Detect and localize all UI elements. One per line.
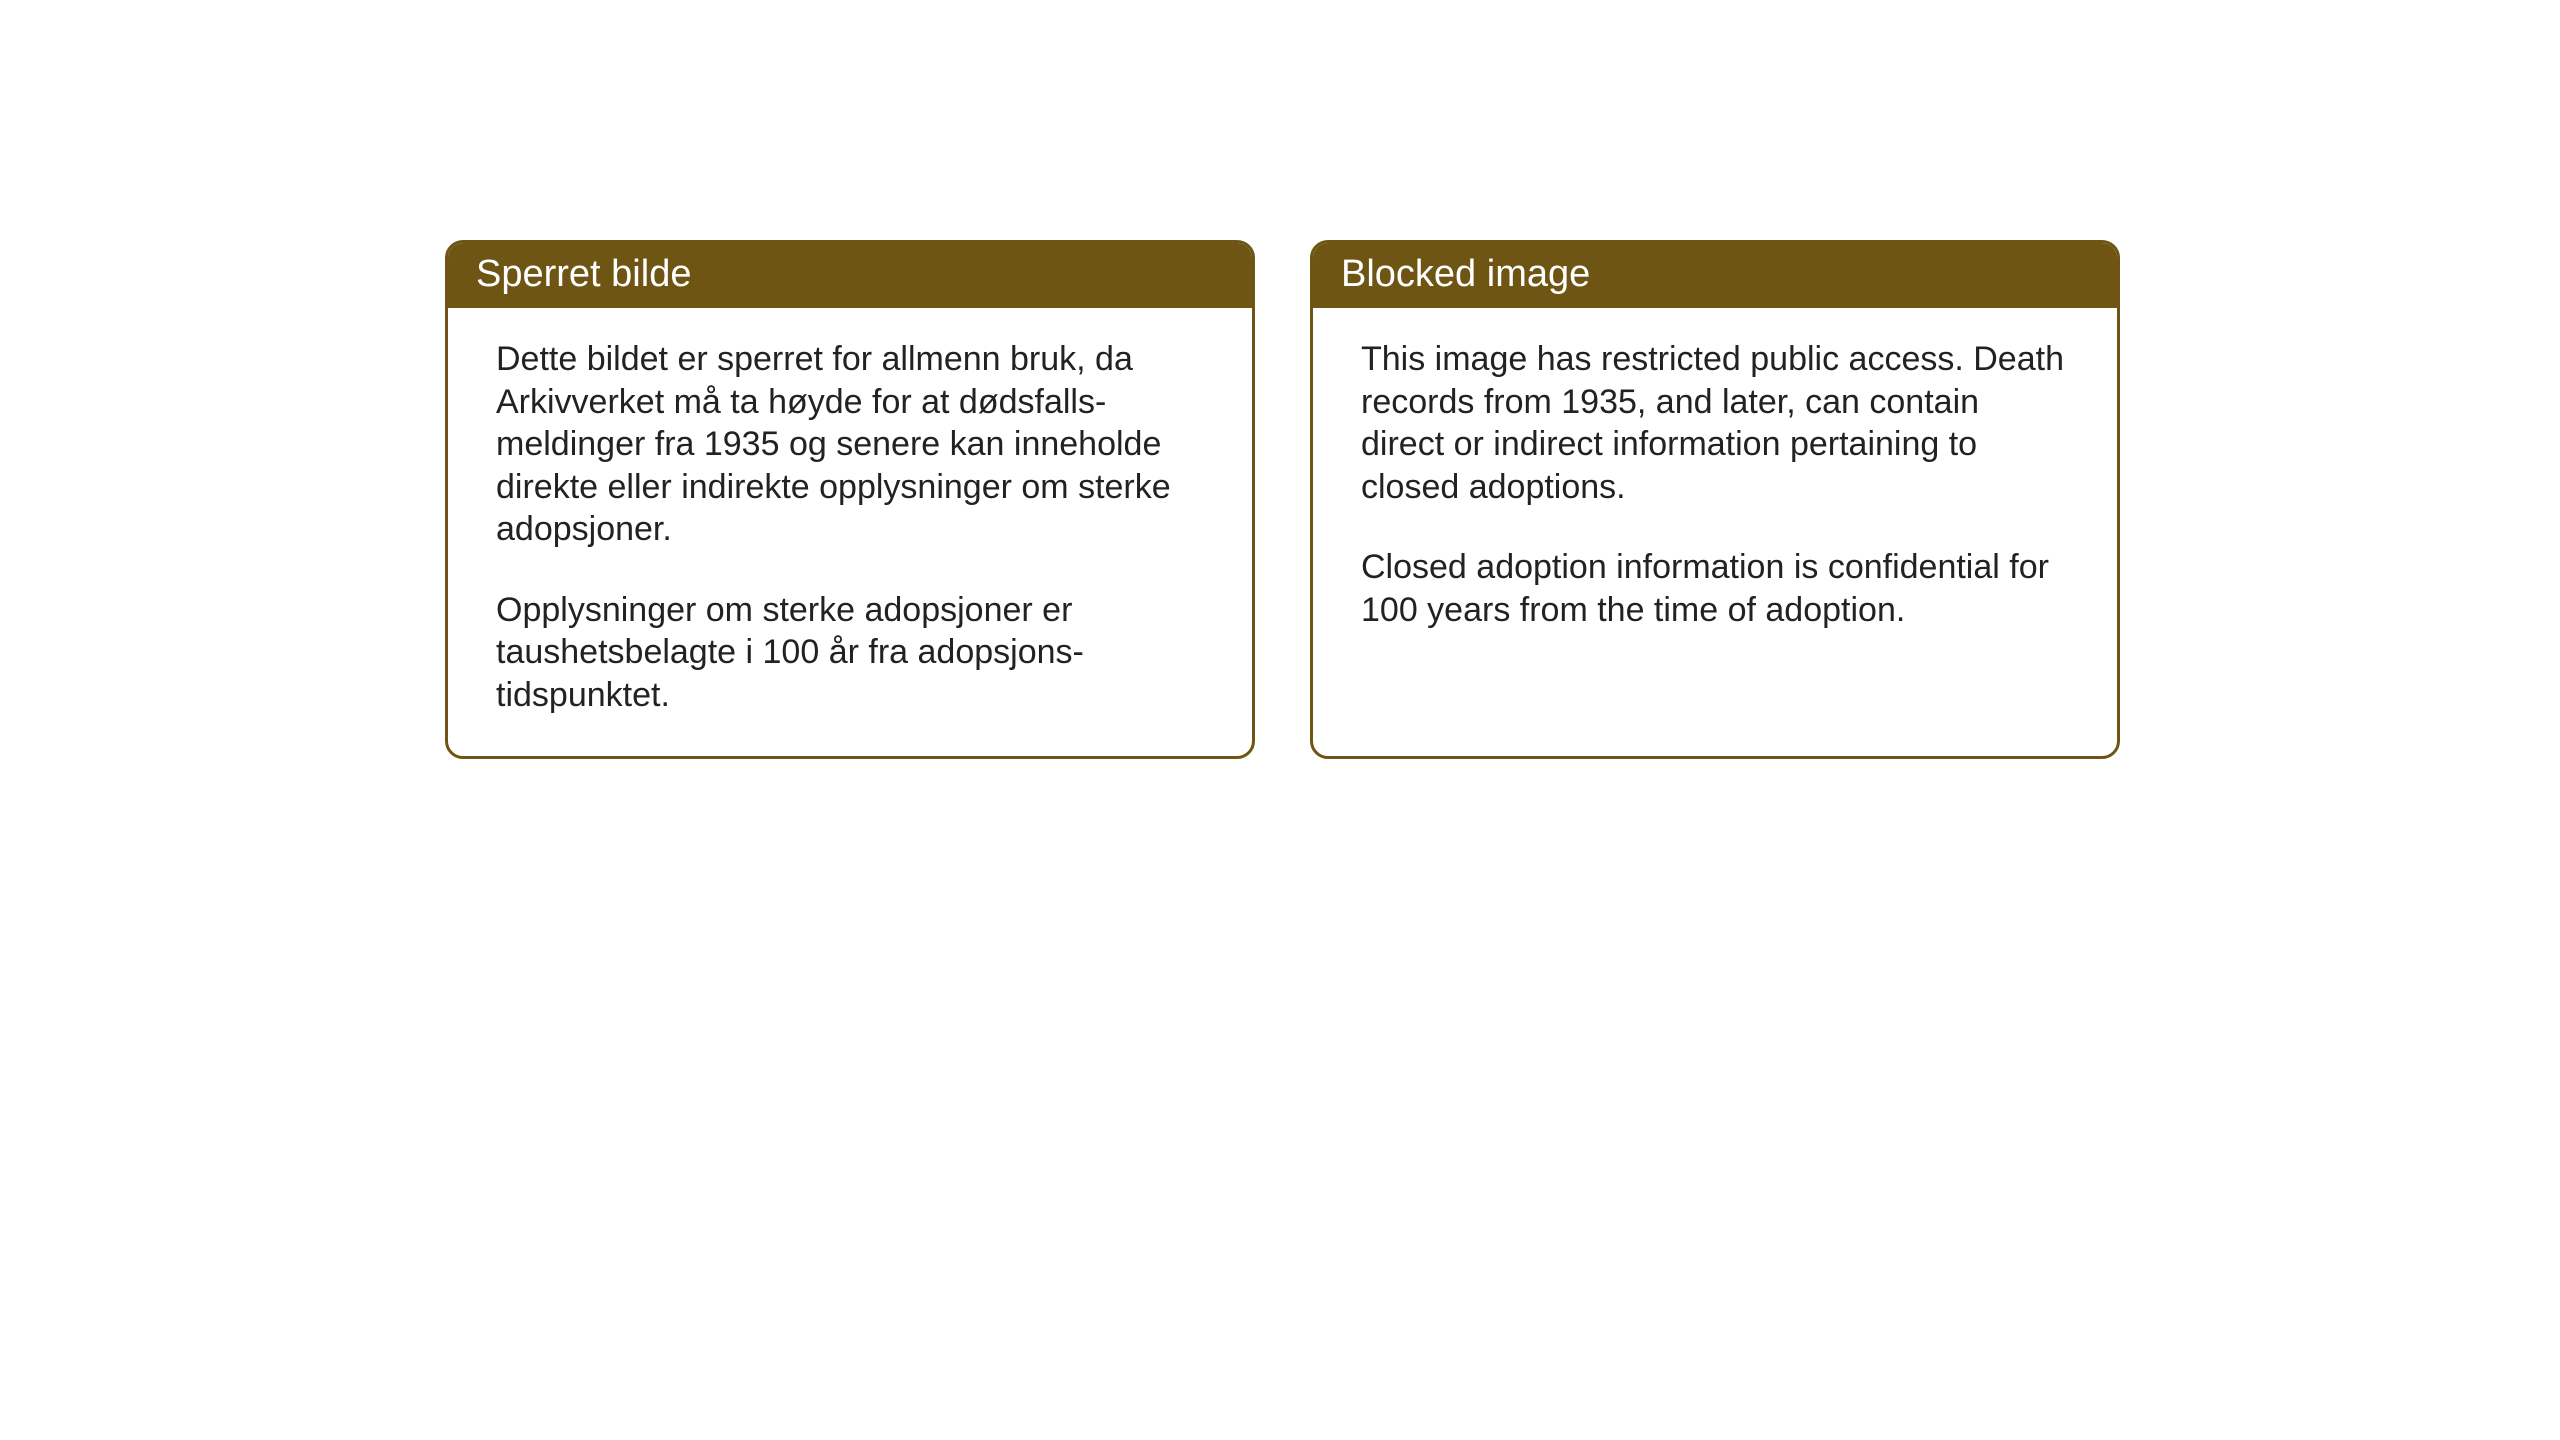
notice-para2-norwegian: Opplysninger om sterke adopsjoner er tau… (496, 589, 1204, 717)
notice-body-norwegian: Dette bildet er sperret for allmenn bruk… (448, 308, 1252, 756)
notice-body-english: This image has restricted public access.… (1313, 308, 2117, 671)
notice-para2-english: Closed adoption information is confident… (1361, 546, 2069, 631)
notice-title-english: Blocked image (1341, 253, 1590, 295)
notice-header-norwegian: Sperret bilde (448, 243, 1252, 308)
notice-card-english: Blocked image This image has restricted … (1310, 240, 2120, 759)
notice-para1-english: This image has restricted public access.… (1361, 338, 2069, 508)
notice-card-norwegian: Sperret bilde Dette bildet er sperret fo… (445, 240, 1255, 759)
notice-container: Sperret bilde Dette bildet er sperret fo… (445, 240, 2120, 759)
notice-header-english: Blocked image (1313, 243, 2117, 308)
notice-para1-norwegian: Dette bildet er sperret for allmenn bruk… (496, 338, 1204, 551)
notice-title-norwegian: Sperret bilde (476, 253, 691, 295)
